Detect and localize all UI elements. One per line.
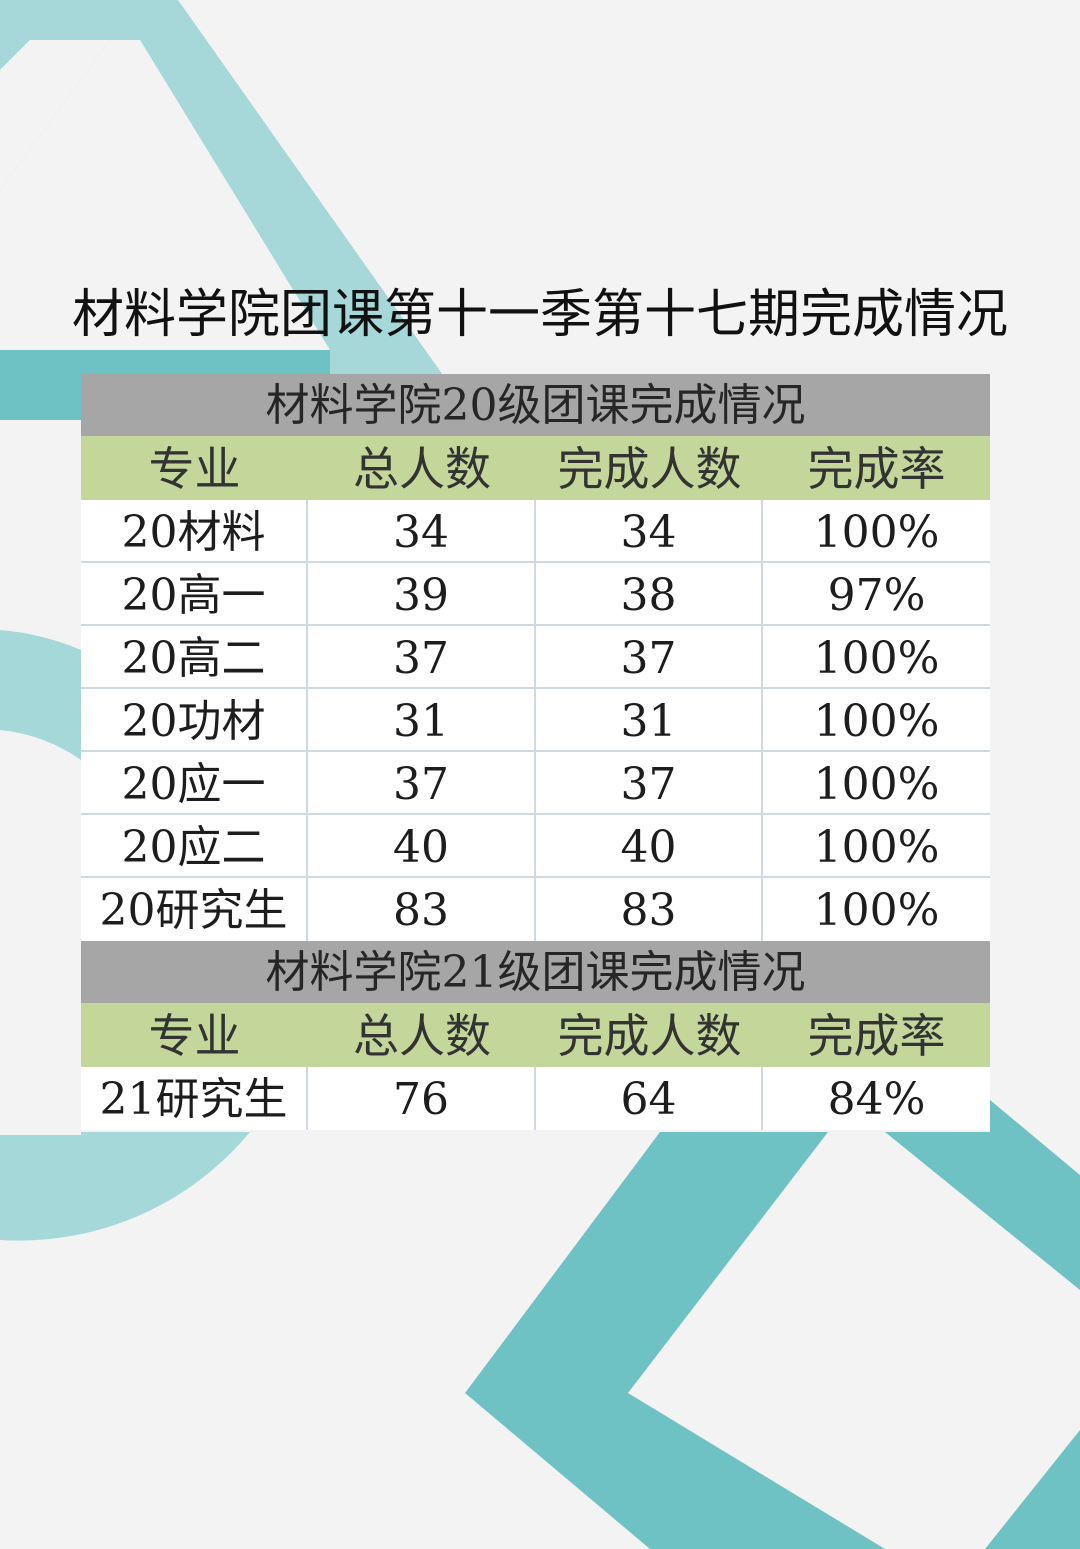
column-header-completed: 完成人数 [557, 1009, 742, 1063]
table-row: 20高二 37 37 100% [81, 626, 990, 689]
column-header-major: 专业 [148, 1009, 241, 1063]
triangle-shape-side [0, 350, 330, 420]
cell-completed: 34 [536, 500, 763, 563]
cell-major: 21研究生 [81, 1067, 308, 1130]
cell-total: 39 [308, 563, 536, 626]
cell-major: 20高二 [81, 626, 308, 689]
diamond-shape [885, 1100, 1080, 1290]
column-header-completed: 完成人数 [557, 442, 742, 496]
page-title: 材料学院团课第十一季第十七期完成情况 [71, 285, 1008, 345]
table-row: 20功材 31 31 100% [81, 689, 990, 752]
column-header-total: 总人数 [353, 442, 491, 496]
cell-major: 20高一 [81, 563, 308, 626]
cell-completed: 83 [536, 878, 763, 941]
cell-total: 37 [308, 626, 536, 689]
table-row: 20研究生 83 83 100% [81, 878, 990, 941]
arc-shape [0, 1132, 250, 1241]
cell-total: 31 [308, 689, 536, 752]
cell-rate: 84% [827, 1074, 926, 1125]
column-header-major: 专业 [148, 442, 241, 496]
diamond-shape [985, 1430, 1080, 1549]
cell-rate: 100% [813, 885, 940, 936]
cell-rate: 100% [763, 815, 990, 878]
cell-completed: 40 [536, 815, 763, 878]
table-row: 20材料 34 34 100% [81, 500, 990, 563]
cell-major: 20材料 [81, 500, 308, 563]
column-header-rate: 完成率 [807, 442, 946, 496]
column-header-rate: 完成率 [807, 1009, 946, 1063]
cell-total: 37 [308, 752, 536, 815]
cell-total: 76 [308, 1067, 536, 1130]
completion-table: 材料学院20级团课完成情况 专业 总人数 完成人数 完成率 20材料 34 34… [81, 374, 990, 1130]
cell-major: 20应一 [81, 752, 308, 815]
cell-completed: 38 [536, 563, 763, 626]
table-row: 21研究生 76 64 84% [81, 1067, 990, 1130]
cell-rate: 100% [763, 500, 990, 563]
cell-rate: 97% [763, 563, 990, 626]
cell-rate: 100% [763, 626, 990, 689]
cell-total: 40 [308, 815, 536, 878]
section-heading-21: 材料学院21级团课完成情况 [81, 941, 990, 1003]
cell-total: 83 [308, 878, 536, 941]
cell-rate: 100% [763, 689, 990, 752]
cell-completed: 31 [536, 689, 763, 752]
cell-major: 20研究生 [81, 878, 308, 941]
cell-completed: 37 [536, 626, 763, 689]
table-row: 20应二 40 40 100% [81, 815, 990, 878]
section-heading-20: 材料学院20级团课完成情况 [81, 374, 990, 436]
table-row: 20应一 37 37 100% [81, 752, 990, 815]
cell-rate: 100% [763, 752, 990, 815]
table-header-row: 专业 总人数 完成人数 完成率 [81, 436, 990, 500]
table-header-row: 专业 总人数 完成人数 完成率 [81, 1003, 990, 1067]
cell-major: 20应二 [81, 815, 308, 878]
diamond-shape [465, 1132, 885, 1549]
cell-major: 20功材 [81, 689, 308, 752]
table-row: 20高一 39 38 97% [81, 563, 990, 626]
cell-completed: 64 [536, 1067, 763, 1130]
column-header-total: 总人数 [353, 1009, 491, 1063]
arc-shape [0, 630, 81, 760]
cell-total: 34 [308, 500, 536, 563]
cell-completed: 37 [536, 752, 763, 815]
triangle-shape-inner [0, 40, 330, 350]
